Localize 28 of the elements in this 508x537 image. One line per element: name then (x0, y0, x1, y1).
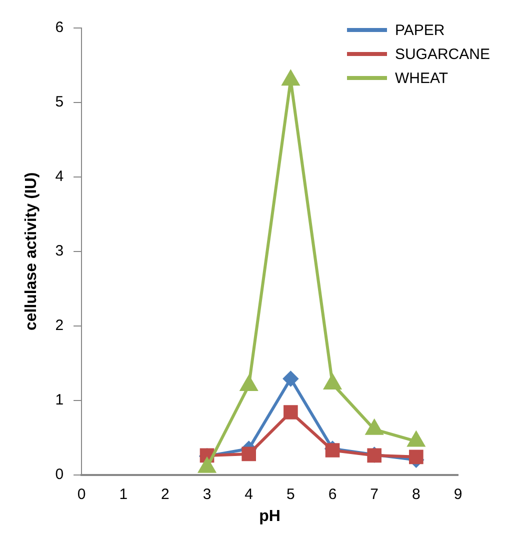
x-axis-title: pH (259, 508, 280, 525)
legend-label: PAPER (394, 22, 445, 38)
point (325, 443, 340, 458)
point (242, 446, 256, 462)
x-tick-label: 0 (77, 486, 86, 503)
x-tick-label: 7 (370, 486, 379, 503)
point (409, 450, 424, 464)
x-tick-label: 3 (202, 486, 212, 503)
x-tick-label: 9 (454, 486, 462, 503)
y-tick-label: 6 (55, 19, 64, 36)
x-tick-label: 8 (412, 486, 420, 503)
point (284, 405, 298, 420)
x-tick-label: 5 (286, 486, 295, 503)
y-tick-label: 1 (55, 391, 64, 408)
legend-label: WHEAT (394, 70, 448, 86)
x-tick-label: 4 (244, 486, 254, 503)
y-tick-label: 2 (55, 317, 64, 334)
point (282, 70, 300, 86)
x-tick-label: 6 (328, 486, 337, 503)
y-tick-label: 5 (55, 94, 64, 111)
y-axis-title: cellulase activity (IU) (23, 172, 40, 331)
x-tick-label: 2 (161, 486, 170, 503)
x-tick-label: 1 (119, 486, 128, 503)
legend-label: SUGARCANE (394, 46, 490, 62)
point (283, 371, 298, 386)
y-tick-label: 3 (55, 242, 64, 260)
y-tick-label: 0 (55, 466, 64, 483)
y-tick-label: 4 (55, 168, 64, 186)
